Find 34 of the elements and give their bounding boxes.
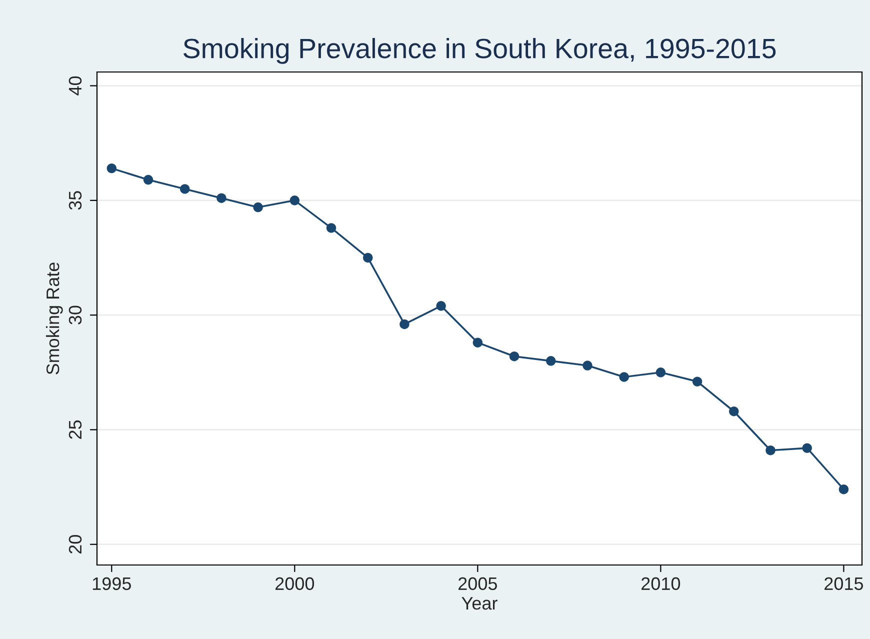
- x-tick-label: 2010: [642, 577, 680, 590]
- x-axis-title: Year: [462, 597, 498, 610]
- chart-title: Smoking Prevalence in South Korea, 1995-2015: [184, 38, 776, 64]
- point: [692, 376, 702, 386]
- point: [619, 372, 629, 382]
- point: [436, 301, 446, 311]
- point: [180, 184, 190, 194]
- point: [766, 445, 776, 456]
- point: [106, 163, 116, 174]
- point: [363, 252, 373, 263]
- y-tick-label: 35: [68, 191, 82, 210]
- point: [582, 360, 592, 370]
- y-tick-label: 30: [68, 306, 82, 324]
- point: [838, 484, 849, 494]
- point: [290, 196, 300, 206]
- x-tick-label: 2015: [824, 577, 864, 590]
- point: [509, 351, 520, 362]
- x-tick-label: 2000: [275, 577, 314, 590]
- y-axis-title: Smoking Rate: [46, 262, 63, 374]
- x-tick-label: 1995: [92, 577, 131, 590]
- y-tick-label: 40: [68, 76, 82, 96]
- point: [216, 193, 226, 203]
- point: [253, 202, 263, 212]
- point: [729, 406, 739, 416]
- y-tick-label: 20: [68, 535, 82, 554]
- x-tick-label: 2005: [458, 577, 497, 590]
- point: [546, 356, 556, 366]
- point: [472, 338, 483, 348]
- point: [802, 443, 812, 453]
- point: [400, 319, 410, 330]
- y-tick-label: 25: [68, 420, 82, 439]
- point: [143, 174, 154, 185]
- point: [656, 368, 666, 378]
- point: [326, 223, 336, 233]
